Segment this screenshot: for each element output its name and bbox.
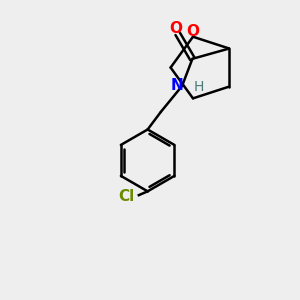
Text: O: O xyxy=(187,24,200,39)
Text: N: N xyxy=(170,78,183,93)
Text: Cl: Cl xyxy=(118,189,135,204)
Text: H: H xyxy=(194,80,204,94)
Text: O: O xyxy=(170,21,183,36)
